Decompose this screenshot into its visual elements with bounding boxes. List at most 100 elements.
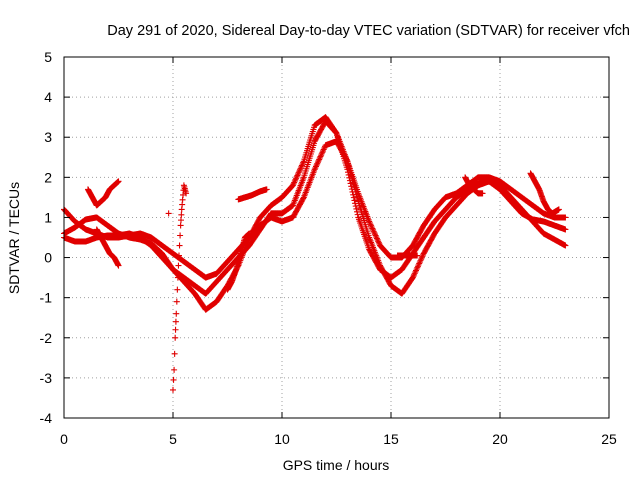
y-tick-label: 5 — [44, 49, 52, 65]
x-tick-label: 10 — [274, 431, 290, 447]
data-point — [320, 147, 327, 154]
data-point — [311, 166, 318, 173]
plot-frame — [63, 56, 610, 419]
data-point — [414, 252, 421, 259]
x-axis-label: GPS time / hours — [283, 457, 390, 473]
data-point — [370, 228, 377, 235]
data-point — [371, 229, 378, 236]
data-point — [479, 190, 486, 197]
data-point — [300, 195, 307, 202]
data-point — [562, 242, 569, 249]
chart-title: Day 291 of 2020, Sidereal Day-to-day VTE… — [107, 23, 630, 39]
data-point — [348, 186, 355, 193]
data-point — [296, 168, 303, 175]
data-point — [353, 205, 360, 212]
data-point — [371, 231, 378, 238]
y-tick-label: 1 — [44, 209, 52, 225]
data-point — [562, 214, 569, 221]
y-axis-ticks: -4 -3 -2 -1 0 1 2 3 4 5 — [40, 49, 609, 426]
data-point — [411, 270, 418, 277]
x-tick-label: 15 — [383, 431, 399, 447]
data-point — [314, 159, 321, 166]
data-point — [170, 386, 176, 393]
data-point — [409, 274, 416, 281]
data-point — [313, 162, 320, 169]
x-tick-label: 20 — [492, 431, 508, 447]
data-point — [318, 152, 325, 159]
data-point — [418, 256, 425, 263]
data-point — [172, 326, 179, 333]
y-tick-label: 3 — [44, 129, 52, 145]
data-point — [415, 261, 422, 268]
data-point — [290, 180, 297, 187]
data-point — [297, 165, 304, 172]
data-point — [418, 254, 425, 261]
data-point — [183, 190, 190, 197]
data-point — [298, 163, 305, 170]
data-point — [416, 260, 423, 267]
x-tick-label: 5 — [169, 431, 177, 447]
data-point — [172, 334, 179, 341]
data-point — [350, 191, 357, 198]
data-point — [319, 149, 326, 156]
data-point — [343, 157, 350, 164]
data-point — [416, 259, 423, 266]
data-point — [410, 273, 417, 280]
data-point — [174, 286, 181, 293]
data-point — [375, 239, 382, 246]
data-point — [352, 200, 359, 207]
data-point — [171, 350, 178, 357]
data-point — [351, 197, 358, 204]
data-point — [178, 211, 185, 218]
data-point — [368, 224, 375, 231]
data-point — [370, 226, 377, 233]
data-point — [366, 219, 373, 226]
data-point — [295, 169, 302, 176]
data-point — [373, 234, 380, 241]
data-point — [291, 179, 298, 186]
data-point — [318, 150, 325, 157]
data-point — [354, 208, 361, 215]
data-point — [171, 366, 178, 373]
data-point — [174, 274, 181, 281]
data-point — [173, 310, 180, 317]
data-point — [175, 262, 182, 269]
data-point — [173, 298, 180, 305]
data-point — [291, 178, 298, 185]
data-point — [375, 238, 382, 245]
y-axis-label: SDTVAR / TECUs — [6, 182, 22, 294]
data-point — [292, 176, 299, 183]
data-point — [293, 175, 300, 182]
data-point — [321, 145, 328, 152]
data-point — [368, 222, 375, 229]
y-tick-label: 0 — [44, 250, 52, 266]
data-point — [349, 188, 356, 195]
data-point — [414, 263, 421, 270]
x-tick-label: 25 — [601, 431, 617, 447]
y-tick-label: -3 — [40, 370, 53, 386]
data-point — [177, 217, 184, 224]
data-point — [417, 257, 424, 264]
data-point — [298, 162, 305, 169]
data-point — [299, 161, 306, 168]
y-tick-label: 2 — [44, 169, 52, 185]
data-point — [300, 159, 307, 166]
data-point — [316, 156, 323, 163]
data-point — [312, 164, 319, 171]
data-point — [263, 186, 270, 193]
data-point — [352, 203, 359, 210]
data-point — [332, 128, 339, 135]
data-point — [296, 166, 303, 173]
x-tick-label: 0 — [60, 431, 68, 447]
data-point — [374, 236, 381, 243]
data-point — [367, 221, 374, 228]
data-point — [350, 194, 357, 201]
data-point — [413, 266, 420, 273]
data-point — [413, 267, 420, 274]
data-point — [115, 178, 122, 185]
data-point — [175, 252, 182, 259]
data-point — [312, 163, 319, 170]
data-point — [354, 211, 361, 218]
data-markers — [61, 114, 569, 393]
